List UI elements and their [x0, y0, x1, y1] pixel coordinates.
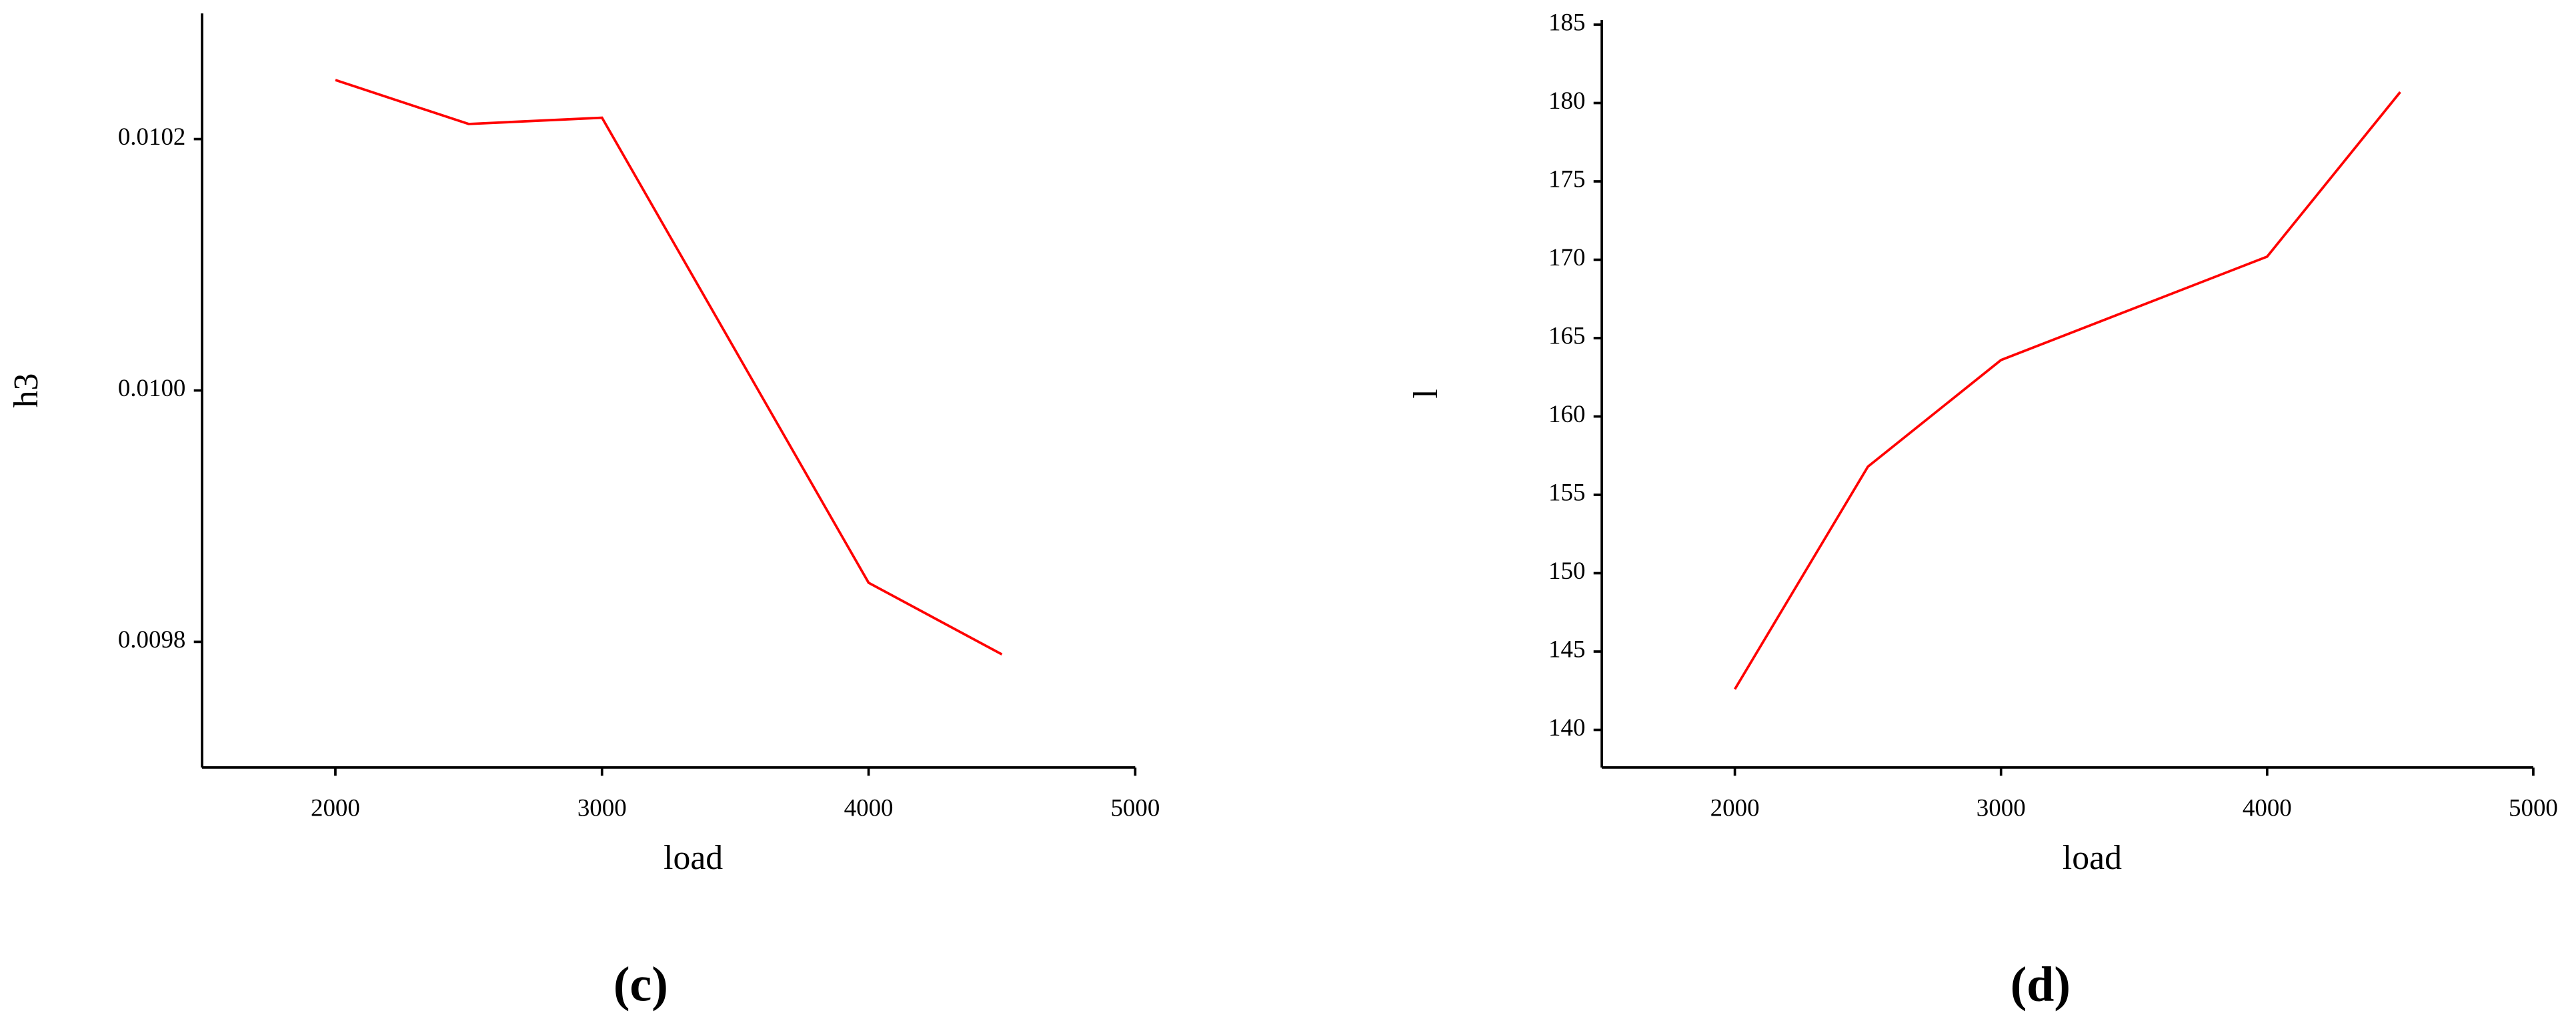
y-tick-label: 150 [1548, 557, 1585, 584]
y-tick-label: 160 [1548, 400, 1585, 427]
x-tick-label: 4000 [844, 794, 894, 821]
y-tick-label: 175 [1548, 165, 1585, 192]
line-series [335, 79, 1003, 656]
x-axis-label: load [2063, 839, 2122, 877]
y-axis-label: l [1407, 389, 1445, 398]
y-tick-label: 140 [1548, 714, 1585, 741]
y-tick-label: 170 [1548, 243, 1585, 271]
y-tick-label: 0.0102 [118, 123, 186, 150]
y-tick-label: 185 [1548, 8, 1585, 35]
caption: (d) [2011, 956, 2071, 1011]
x-tick-label: 3000 [577, 794, 627, 821]
line-series [1734, 91, 2401, 690]
y-tick-label: 0.0100 [118, 374, 186, 401]
y-tick-label: 0.0098 [118, 626, 186, 653]
y-tick-label: 145 [1548, 635, 1585, 662]
y-tick-label: 155 [1548, 478, 1585, 505]
x-axis-label: load [664, 839, 723, 877]
x-tick-label: 5000 [1110, 794, 1160, 821]
y-tick-label: 165 [1548, 321, 1585, 349]
x-tick-label: 3000 [1977, 794, 2026, 821]
x-tick-label: 4000 [2243, 794, 2292, 821]
x-tick-label: 2000 [311, 794, 360, 821]
x-tick-label: 2000 [1710, 794, 1760, 821]
y-tick-label: 180 [1548, 87, 1585, 114]
caption: (c) [613, 956, 668, 1011]
y-axis-label: h3 [7, 373, 45, 408]
x-tick-label: 5000 [2509, 794, 2558, 821]
